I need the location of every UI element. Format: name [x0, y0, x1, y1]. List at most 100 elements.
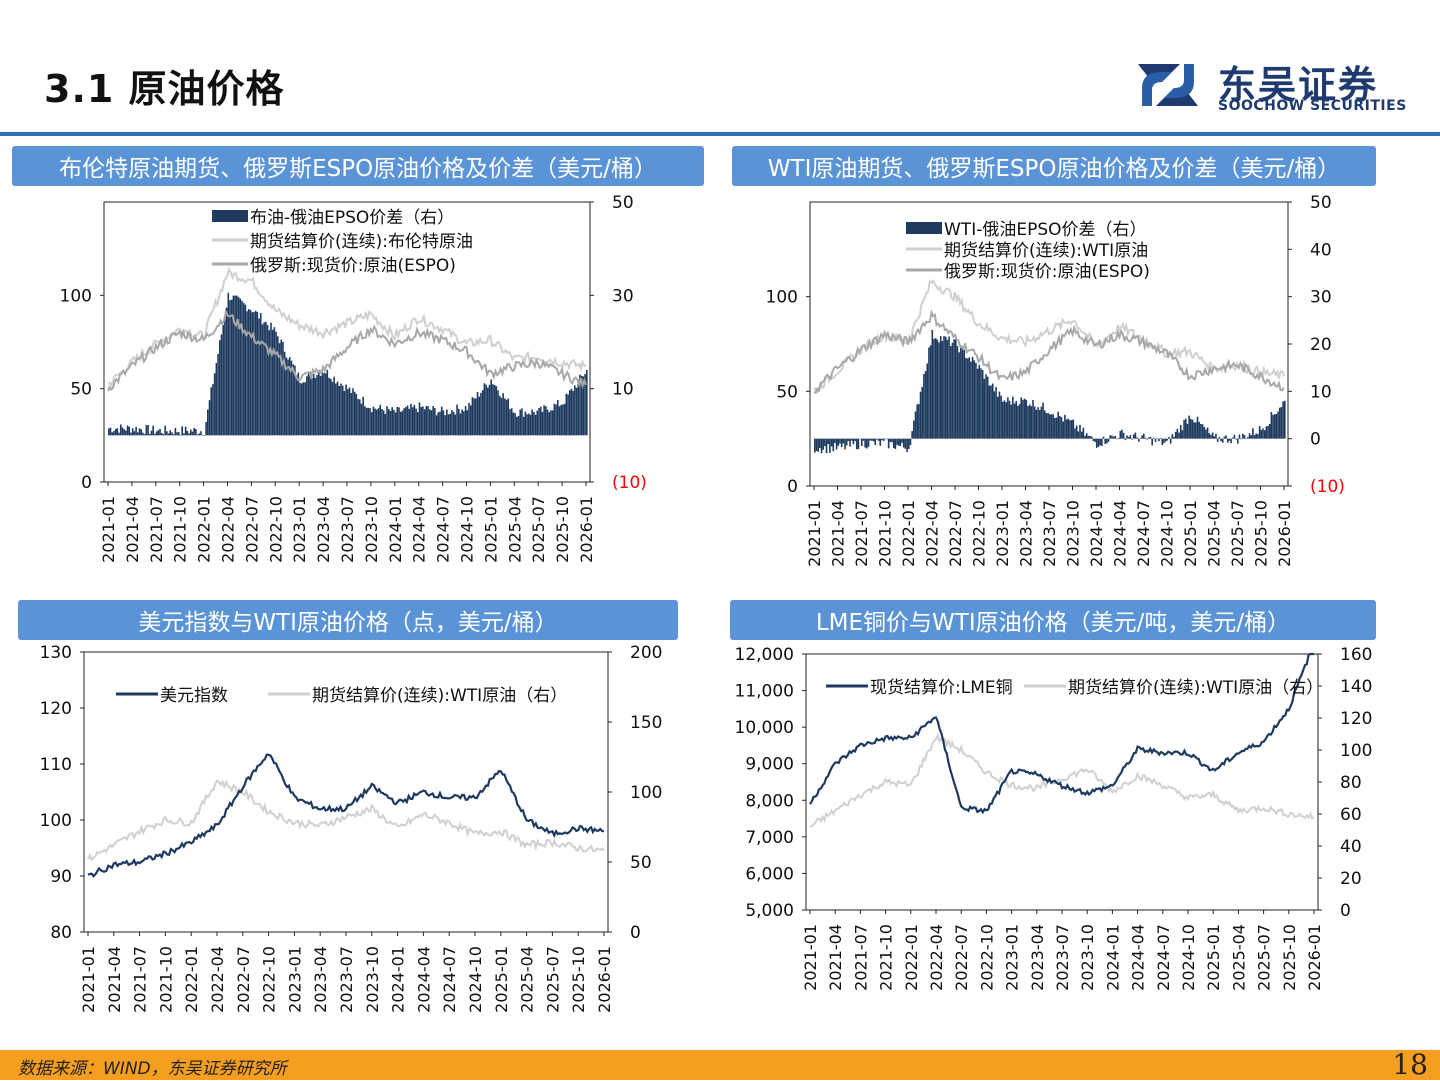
spread-bar	[574, 385, 576, 436]
spread-bar	[1131, 438, 1133, 440]
spread-bar	[555, 404, 557, 436]
spread-bar	[454, 414, 457, 436]
x-tick-label: 2021-07	[852, 500, 871, 567]
spread-bar	[1275, 413, 1278, 439]
spread-bar	[1022, 399, 1024, 439]
spread-bar	[988, 385, 991, 439]
x-tick-label: 2025-10	[569, 946, 588, 1013]
spread-bar	[266, 324, 269, 436]
spread-bar	[562, 404, 564, 436]
x-tick-label: 2026-01	[577, 496, 596, 563]
spread-bar	[401, 410, 404, 436]
x-tick-label: 2023-01	[1003, 924, 1022, 991]
spread-bar	[207, 409, 209, 436]
series-line-espo	[107, 308, 587, 392]
spread-bar	[415, 408, 417, 436]
spread-bar	[113, 430, 115, 436]
spread-bar	[1149, 436, 1152, 439]
left-tick-label: 130	[40, 643, 72, 663]
spread-bar	[408, 408, 411, 436]
spread-bar	[1070, 420, 1073, 439]
right-tick-label: (10)	[1310, 477, 1345, 497]
spread-bar	[437, 412, 440, 436]
spread-bar	[1124, 438, 1127, 441]
x-tick-label: 2022-04	[219, 496, 238, 563]
right-tick-label: 10	[612, 380, 634, 400]
left-tick-label: 50	[70, 380, 92, 400]
spread-bar	[1179, 424, 1182, 439]
spread-bar	[1082, 427, 1085, 439]
spread-bar	[1017, 405, 1019, 439]
spread-bar	[125, 430, 127, 436]
spread-bar	[138, 428, 141, 436]
spread-bar	[529, 414, 532, 436]
spread-bar	[825, 438, 828, 454]
spread-bar	[931, 329, 934, 439]
spread-bar	[531, 409, 533, 436]
spread-bar	[442, 410, 445, 436]
spread-bar	[1139, 438, 1142, 439]
legend-swatch-spread	[906, 222, 942, 234]
x-tick-label: 2024-04	[410, 496, 429, 563]
spread-bar	[246, 311, 248, 436]
spread-bar	[887, 438, 890, 449]
spread-bar	[258, 318, 260, 436]
spread-bar	[854, 438, 856, 442]
x-tick-label: 2022-07	[952, 924, 971, 991]
right-tick-label: 140	[1340, 677, 1372, 697]
x-tick-label: 2021-10	[156, 946, 175, 1013]
spread-bar	[208, 400, 211, 436]
spread-bar	[871, 438, 873, 441]
spread-bar	[842, 438, 845, 444]
x-tick-label: 2024-10	[466, 946, 485, 1013]
spread-bar	[1186, 423, 1189, 439]
spread-bar	[227, 292, 230, 436]
spread-bar	[575, 387, 578, 436]
spread-bar	[936, 339, 939, 439]
spread-bar	[1023, 398, 1026, 439]
spread-bar	[292, 364, 294, 436]
spread-bar	[427, 406, 429, 436]
spread-bar	[177, 432, 180, 436]
spread-bar	[201, 434, 204, 436]
spread-bar	[447, 414, 450, 436]
spread-bar	[285, 357, 288, 436]
spread-bar	[247, 309, 250, 436]
spread-bar	[444, 415, 446, 436]
spread-bar	[119, 424, 122, 436]
legend-label-futures: 期货结算价(连续):WTI原油	[944, 241, 1148, 261]
spread-bar	[1280, 406, 1283, 439]
spread-bar	[428, 409, 431, 436]
spread-bar	[872, 438, 875, 442]
spread-bar	[338, 386, 341, 436]
spread-bar	[919, 391, 922, 439]
spread-bar	[1132, 434, 1135, 439]
right-tick-label: (10)	[612, 473, 647, 493]
spread-bar	[439, 411, 441, 436]
spread-bar	[1038, 409, 1041, 439]
x-tick-label: 2021-01	[79, 946, 98, 1013]
spread-bar	[1153, 437, 1155, 439]
spread-bar	[336, 381, 339, 436]
series-line-usd-index	[87, 753, 605, 878]
spread-bar	[986, 376, 989, 439]
spread-bar	[195, 429, 197, 436]
legend-label-futures: 期货结算价(连续):布伦特原油	[250, 232, 473, 252]
spread-bar	[457, 408, 460, 436]
spread-bar	[1154, 438, 1157, 442]
x-tick-label: 2025-07	[1255, 924, 1274, 991]
spread-bar	[901, 438, 903, 443]
spread-bar	[377, 408, 380, 436]
spread-bar	[1141, 435, 1143, 439]
spread-bar	[160, 432, 163, 436]
spread-bar	[1205, 429, 1207, 439]
spread-bar	[1233, 434, 1236, 439]
right-tick-label: 80	[1340, 773, 1362, 793]
spread-bar	[1094, 438, 1096, 442]
spread-bar	[866, 438, 868, 449]
spread-bar	[877, 438, 880, 441]
spread-bar	[1055, 417, 1058, 439]
spread-bar	[1107, 438, 1110, 442]
spread-bar	[300, 383, 303, 436]
right-tick-label: 20	[1310, 335, 1332, 355]
